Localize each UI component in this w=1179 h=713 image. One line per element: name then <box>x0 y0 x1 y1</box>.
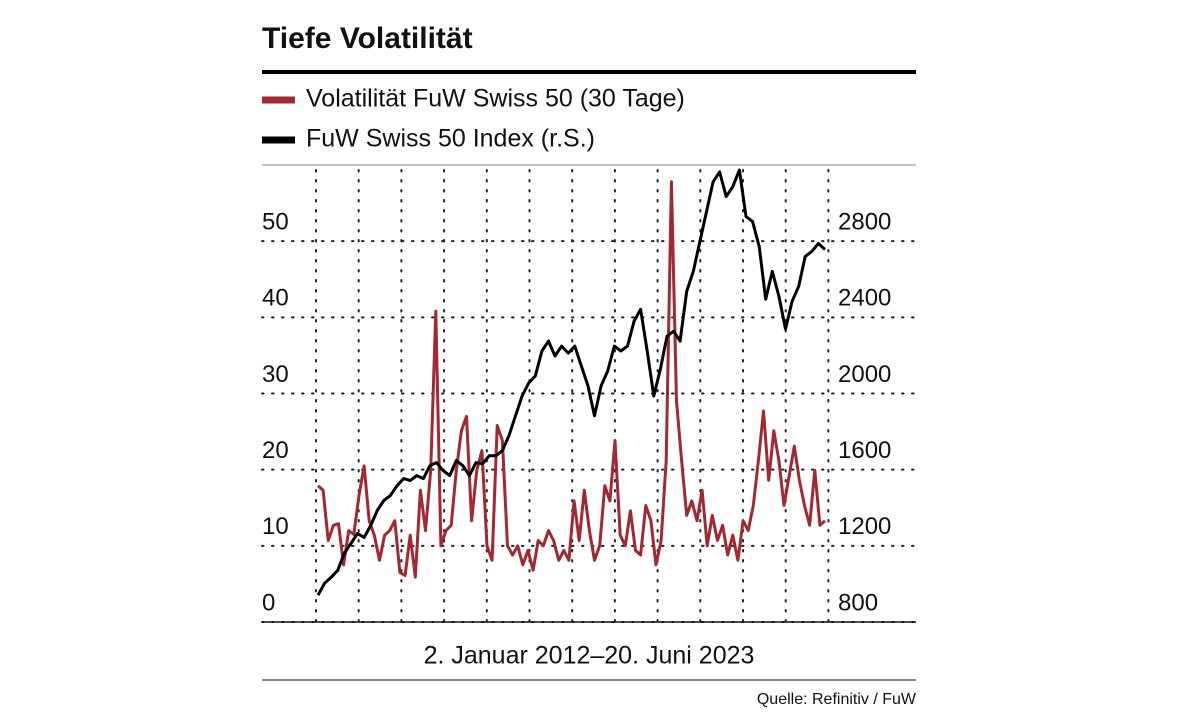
chart-title: Tiefe Volatilität <box>262 22 473 55</box>
y-tick-label: 50 <box>262 209 289 236</box>
plot <box>316 168 827 596</box>
y-tick-label: 0 <box>262 589 275 616</box>
series-line <box>317 180 827 579</box>
y2-tick-label: 2000 <box>838 361 891 388</box>
legend-label: Volatilität FuW Swiss 50 (30 Tage) <box>306 85 685 113</box>
y2-tick-label: 800 <box>838 589 878 616</box>
subtitle: 2. Januar 2012–20. Juni 2023 <box>424 642 755 670</box>
source: Quelle: Refinitiv / FuW <box>757 691 917 708</box>
legend-label: FuW Swiss 50 Index (r.S.) <box>306 125 595 153</box>
y2-tick-label: 1200 <box>838 513 891 540</box>
y2-tick-label: 1600 <box>838 437 891 464</box>
y-tick-label: 10 <box>262 513 289 540</box>
y-tick-label: 20 <box>262 437 289 464</box>
y2-tick-label: 2800 <box>838 209 891 236</box>
legend: Volatilität FuW Swiss 50 (30 Tage) FuW Sw… <box>262 85 685 153</box>
y-tick-label: 40 <box>262 285 289 312</box>
y2-tick-label: 2400 <box>838 285 891 312</box>
series-line <box>316 168 827 596</box>
y-tick-label: 30 <box>262 361 289 388</box>
